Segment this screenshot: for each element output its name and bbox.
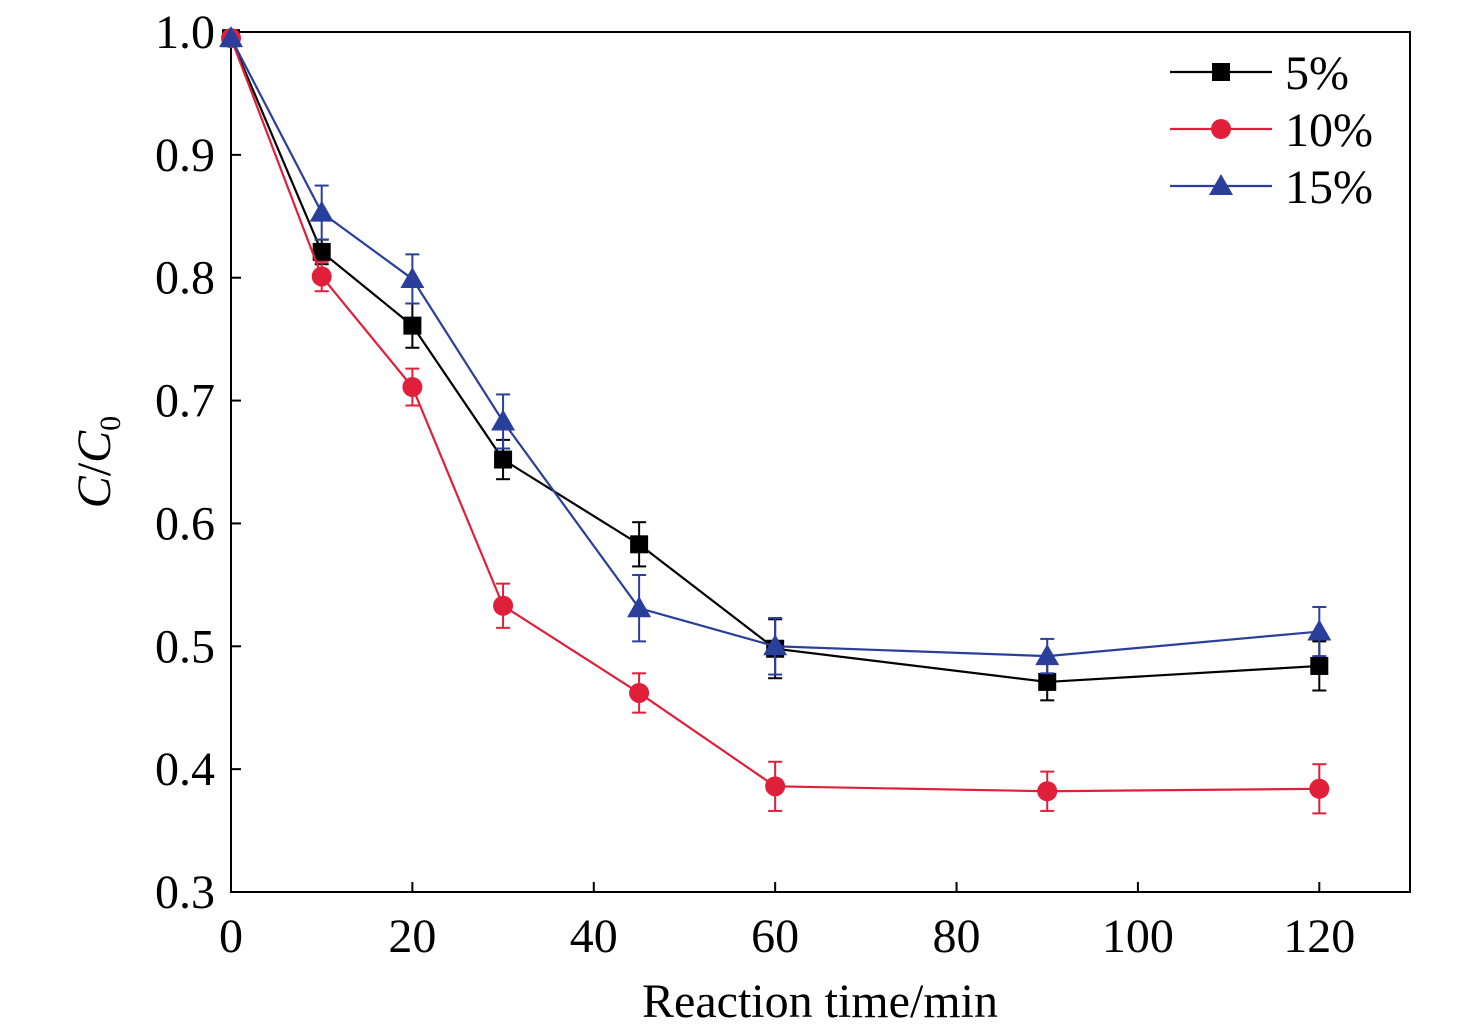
data-point [627,596,652,618]
y-label-sep: / [68,462,121,476]
data-point [1309,778,1330,799]
data-point [403,316,422,335]
y-tick-label: 0.8 [155,252,215,305]
data-point [1310,656,1329,675]
legend: 5%10%15% [1170,47,1373,214]
y-tick-label: 0.3 [155,866,215,919]
y-tick-label: 0.4 [155,743,215,796]
legend-marker [1212,63,1230,81]
data-point [494,450,513,469]
y-tick-label: 0.6 [155,497,215,550]
y-tick-label: 0.7 [155,375,215,428]
y-label-subscript: 0 [94,416,127,431]
data-point [1035,644,1060,666]
legend-label: 5% [1285,47,1349,100]
series-15pct [219,26,1332,676]
data-point [630,535,649,554]
x-tick-label: 0 [219,910,243,963]
data-point [400,266,425,288]
x-tick-label: 60 [751,910,799,963]
legend-item: 15% [1170,161,1373,214]
series-line [229,37,1320,793]
x-tick-label: 100 [1102,910,1174,963]
data-point [219,26,243,48]
series-line [230,37,1320,658]
series-line [229,37,1320,684]
data-point [1038,672,1057,691]
data-point [629,682,650,703]
legend-marker [1209,174,1233,195]
data-point [311,266,332,287]
y-tick-label: 1.0 [155,6,215,59]
x-tick-label: 80 [933,910,981,963]
data-point [765,776,786,797]
series-10pct [221,28,1330,815]
plot-frame [230,31,1411,893]
legend-marker [1211,119,1231,139]
data-point [402,377,423,398]
data-point [309,200,334,222]
data-point [491,409,516,431]
y-axis-label: C/C0 [68,416,127,508]
y-tick-label: 0.9 [155,129,215,182]
axes: 0 20 40 60 80 100 120 0.3 0.4 0.5 0.6 0.7 0.8 0.9 1.0 [155,6,1411,963]
legend-label: 10% [1285,104,1373,157]
data-point [1037,781,1058,802]
data-point [1307,619,1332,641]
legend-item: 5% [1170,47,1349,100]
chart-marks [219,26,1332,815]
x-tick-label: 40 [570,910,618,963]
y-label-c: C [68,475,121,508]
x-tick-label: 120 [1283,910,1355,963]
x-axis-label: Reaction time/min [642,975,998,1028]
y-label-c0: C [68,430,121,463]
data-point [763,634,788,656]
legend-label: 15% [1285,161,1373,214]
data-point [312,242,331,261]
y-tick-label: 0.5 [155,620,215,673]
x-tick-label: 20 [388,910,436,963]
series-5pct [222,29,1329,702]
data-point [493,595,514,616]
legend-item: 10% [1170,104,1373,157]
